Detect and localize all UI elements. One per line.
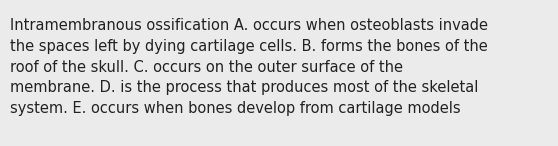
Text: Intramembranous ossification A. occurs when osteoblasts invade
the spaces left b: Intramembranous ossification A. occurs w… (10, 18, 488, 116)
